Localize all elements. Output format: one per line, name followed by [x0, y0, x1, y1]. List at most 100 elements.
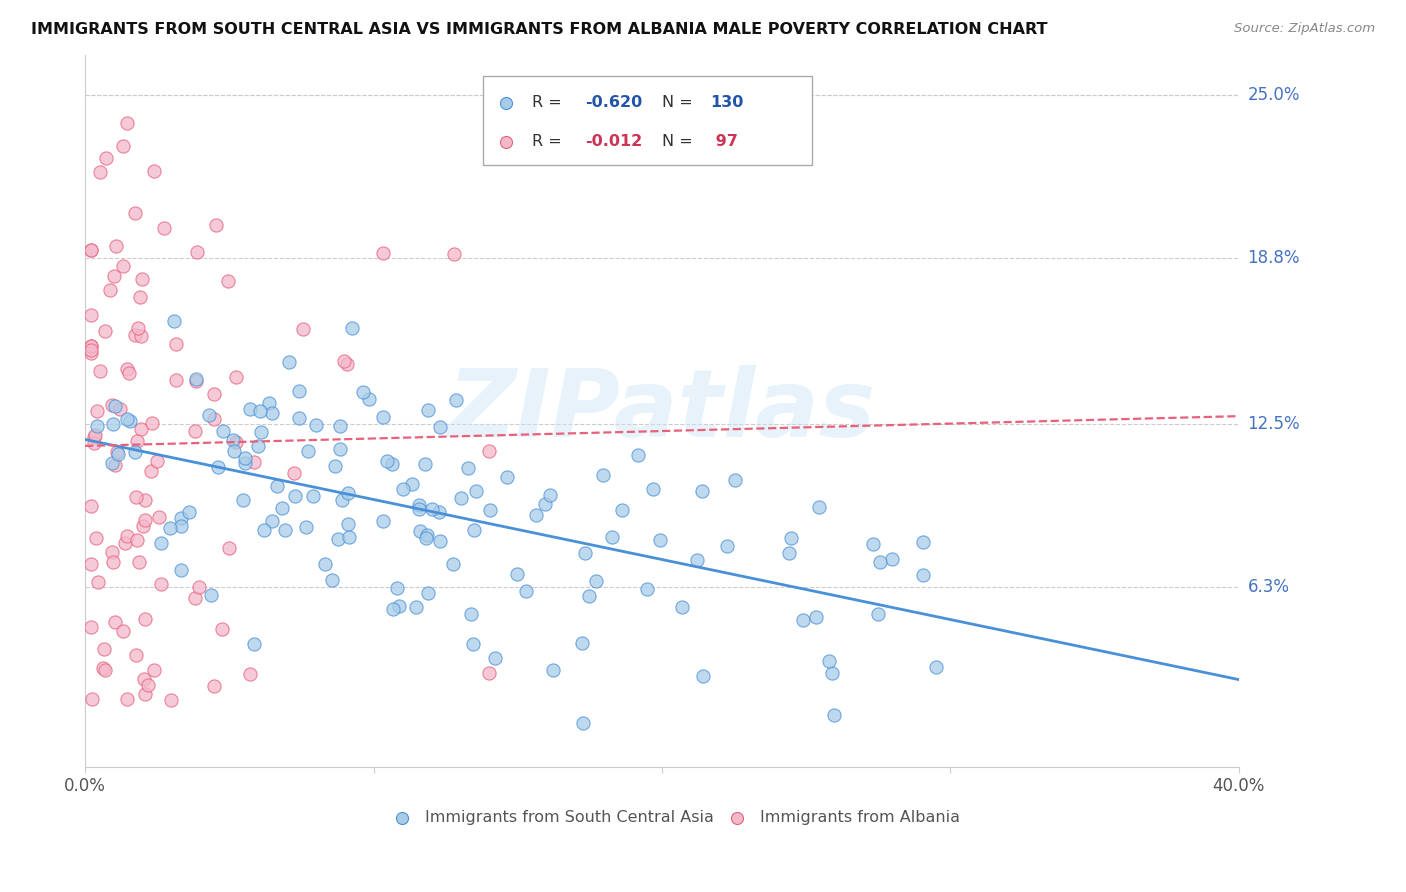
Point [337, 517, 360, 532]
Text: -0.012: -0.012 [585, 135, 643, 150]
Point [388, 599, 411, 613]
Point [460, 607, 482, 622]
Point [441, 557, 464, 571]
Point [129, 329, 152, 343]
Point [86, 404, 108, 418]
Point [131, 271, 153, 285]
Point [124, 648, 146, 662]
Point [239, 402, 262, 417]
Point [495, 470, 517, 484]
Point [225, 435, 247, 450]
Text: N =: N = [662, 135, 697, 150]
Point [716, 539, 738, 553]
Point [409, 524, 432, 538]
Point [224, 443, 246, 458]
Point [463, 523, 485, 537]
Text: 25.0%: 25.0% [1247, 86, 1301, 103]
Point [305, 418, 328, 433]
Point [925, 660, 948, 674]
Text: Immigrants from South Central Asia: Immigrants from South Central Asia [426, 810, 714, 825]
Point [911, 535, 934, 549]
Point [170, 511, 193, 525]
Point [321, 574, 343, 588]
Point [571, 715, 593, 730]
Point [235, 451, 257, 466]
Point [862, 537, 884, 551]
Point [571, 636, 593, 650]
Point [515, 584, 537, 599]
Point [375, 454, 398, 468]
Text: ZIPatlas: ZIPatlas [449, 365, 876, 457]
Point [103, 399, 125, 413]
Point [184, 591, 207, 605]
Point [200, 588, 222, 602]
Point [184, 372, 207, 386]
Point [148, 510, 170, 524]
Point [149, 577, 172, 591]
Point [118, 414, 141, 428]
Point [83, 435, 105, 450]
Point [250, 425, 273, 439]
Point [371, 245, 394, 260]
Point [128, 555, 150, 569]
Point [125, 490, 148, 504]
Point [134, 672, 156, 686]
Point [232, 492, 254, 507]
Point [408, 501, 430, 516]
Point [401, 477, 423, 491]
Point [184, 375, 207, 389]
Point [129, 422, 152, 436]
Point [94, 151, 117, 165]
Point [211, 425, 233, 439]
Point [186, 245, 208, 260]
Point [818, 654, 841, 668]
Point [342, 321, 364, 335]
Point [115, 692, 138, 706]
Point [100, 545, 122, 559]
Point [188, 580, 211, 594]
Point [80, 346, 103, 360]
Point [780, 531, 803, 545]
Point [337, 486, 360, 500]
Point [87, 574, 110, 589]
Point [373, 514, 395, 528]
Point [314, 558, 336, 572]
Point [93, 641, 115, 656]
Point [105, 444, 128, 458]
Point [142, 164, 165, 178]
Point [323, 458, 346, 473]
Text: Source: ZipAtlas.com: Source: ZipAtlas.com [1234, 22, 1375, 36]
Point [461, 636, 484, 650]
Point [127, 321, 149, 335]
Point [159, 521, 181, 535]
Point [249, 404, 271, 418]
Point [385, 581, 408, 595]
Point [170, 519, 193, 533]
Point [139, 464, 162, 478]
Point [80, 308, 103, 322]
Point [266, 479, 288, 493]
Point [534, 497, 557, 511]
Point [247, 440, 270, 454]
Text: IMMIGRANTS FROM SOUTH CENTRAL ASIA VS IMMIGRANTS FROM ALBANIA MALE POVERTY CORRE: IMMIGRANTS FROM SOUTH CENTRAL ASIA VS IM… [31, 22, 1047, 37]
Point [103, 555, 125, 569]
Point [117, 116, 139, 130]
Point [541, 663, 564, 677]
Point [823, 707, 845, 722]
Point [134, 688, 156, 702]
Point [457, 460, 479, 475]
Point [112, 624, 135, 639]
Point [270, 500, 292, 515]
Point [103, 268, 125, 283]
Point [207, 459, 229, 474]
Point [420, 502, 443, 516]
Point [329, 442, 352, 456]
Point [427, 506, 450, 520]
Point [108, 402, 131, 417]
Point [243, 455, 266, 469]
Point [165, 337, 187, 351]
Point [302, 489, 325, 503]
Text: 97: 97 [710, 135, 738, 150]
Point [686, 553, 709, 567]
Point [112, 139, 135, 153]
